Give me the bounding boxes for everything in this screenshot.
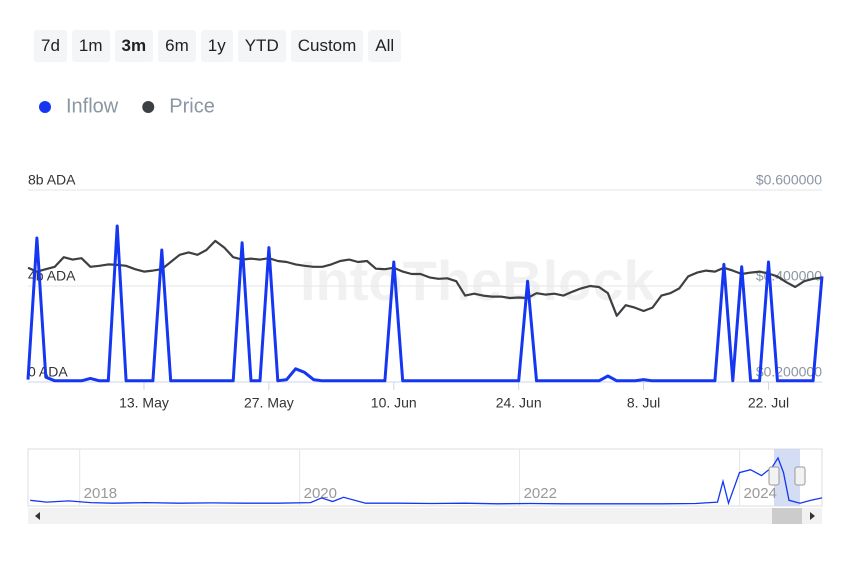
scrollbar-track[interactable] bbox=[28, 508, 822, 524]
series-line bbox=[26, 224, 824, 383]
range-button[interactable]: 7d bbox=[34, 30, 67, 62]
range-button[interactable]: All bbox=[368, 30, 402, 62]
y-tick-label: 0 ADA bbox=[28, 364, 68, 380]
x-tick-label: 27. May bbox=[244, 395, 294, 411]
navigator-frame bbox=[27, 448, 823, 507]
range-button[interactable]: Custom bbox=[290, 30, 364, 62]
navigator-tick-label: 2018 bbox=[84, 485, 117, 502]
navigator-tick-label: 2020 bbox=[304, 485, 337, 502]
watermark: IntoTheBlock bbox=[300, 249, 656, 312]
y2-tick-label: $0.200000 bbox=[756, 364, 822, 380]
legend-marker bbox=[142, 101, 155, 113]
scroll-left-arrow[interactable] bbox=[35, 512, 40, 520]
navigator-handle[interactable] bbox=[768, 466, 780, 486]
range-selector: 7d 1m 3m 6m 1y YTD Custom All bbox=[34, 30, 402, 62]
range-button[interactable]: 3m bbox=[114, 30, 154, 62]
range-button[interactable]: YTD bbox=[237, 30, 286, 62]
x-tick-label: 22. Jul bbox=[748, 395, 789, 411]
legend-label: Inflow bbox=[66, 95, 119, 117]
navigator-handle[interactable] bbox=[794, 466, 806, 486]
x-tick-label: 10. Jun bbox=[371, 395, 417, 411]
navigator-tick-label: 2022 bbox=[524, 485, 557, 502]
x-tick-label: 24. Jun bbox=[496, 395, 542, 411]
y2-tick-label: $0.600000 bbox=[756, 172, 822, 188]
range-button[interactable]: 1m bbox=[71, 30, 110, 62]
navigator-tick-label: 2024 bbox=[744, 485, 777, 502]
legend-marker bbox=[39, 101, 51, 113]
scroll-right-arrow[interactable] bbox=[810, 512, 815, 520]
x-tick-label: 13. May bbox=[119, 395, 169, 411]
y-tick-label: 8b ADA bbox=[28, 172, 76, 188]
range-button[interactable]: 1y bbox=[200, 30, 233, 62]
legend-label: Price bbox=[169, 95, 215, 117]
scrollbar-thumb[interactable] bbox=[772, 508, 802, 524]
range-button[interactable]: 6m bbox=[158, 30, 196, 62]
x-tick-label: 8. Jul bbox=[627, 395, 660, 411]
